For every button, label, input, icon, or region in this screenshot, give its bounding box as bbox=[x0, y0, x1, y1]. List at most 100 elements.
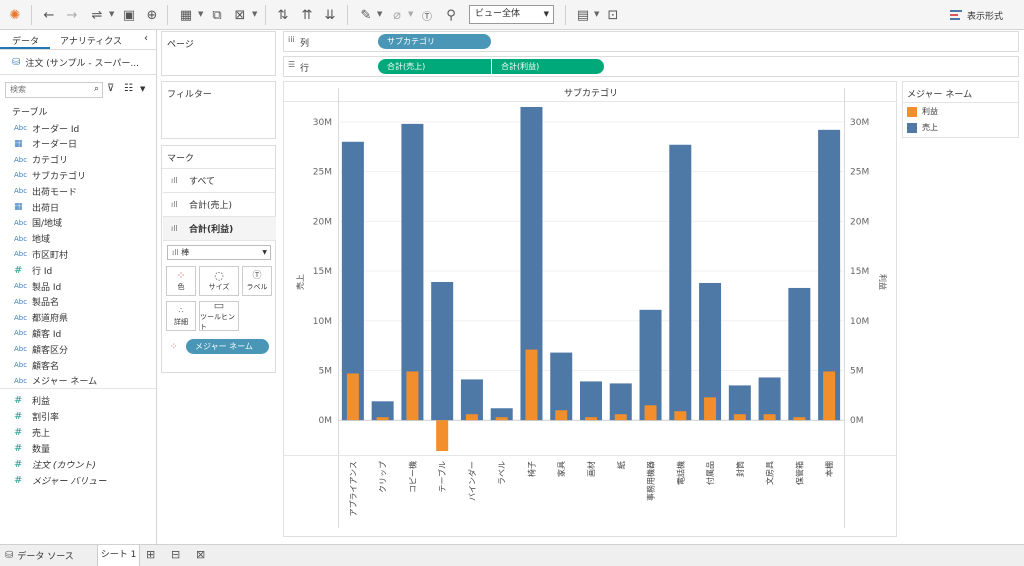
field-item[interactable]: Abc 顧客 Id bbox=[14, 325, 61, 341]
field-item[interactable]: Abc オーダー Id bbox=[14, 120, 79, 136]
legend-item-sales[interactable]: 売上 bbox=[907, 122, 938, 133]
bar-profit[interactable] bbox=[525, 349, 538, 421]
new-dashboard-icon[interactable]: ⊟ bbox=[171, 548, 181, 561]
bar-chart[interactable]: サブカテゴリ 0M 0M 5M 5M 10M 10M 15M 15M 20M 20M 25M 25M 30… bbox=[284, 82, 896, 536]
bar-profit[interactable] bbox=[376, 417, 389, 421]
undo-icon[interactable]: ← bbox=[43, 7, 55, 23]
chevron-down-icon[interactable]: ▼ bbox=[377, 10, 383, 18]
bar-profit[interactable] bbox=[704, 397, 717, 421]
bar-profit[interactable] bbox=[614, 414, 627, 421]
chart-area[interactable]: サブカテゴリ 0M 0M 5M 5M 10M 10M 15M 15M 20M 20M 25M 25M 30… bbox=[283, 81, 897, 537]
columns-shelf[interactable]: iii 列 サブカテゴリ bbox=[283, 31, 1019, 52]
redo-icon[interactable]: → bbox=[66, 7, 78, 23]
bar-sales[interactable] bbox=[520, 106, 543, 421]
field-item[interactable]: ▦ 出荷日 bbox=[14, 199, 59, 215]
marks-profit-row[interactable]: ıll 合計(利益) bbox=[163, 217, 276, 241]
bar-sales[interactable] bbox=[639, 309, 662, 421]
bar-sales[interactable] bbox=[758, 377, 781, 421]
sheet-tab[interactable]: シート 1 bbox=[97, 545, 140, 566]
size-button[interactable]: ◌ サイズ bbox=[199, 266, 239, 296]
replace-datasource-icon[interactable]: ⇌ bbox=[91, 7, 103, 23]
highlight-icon[interactable]: ✎ bbox=[360, 7, 372, 23]
chevron-down-icon[interactable]: ▼ bbox=[594, 10, 600, 18]
field-item[interactable]: Abc 製品 Id bbox=[14, 278, 61, 294]
color-measure-names-pill[interactable]: メジャー ネーム bbox=[186, 339, 269, 354]
pin-axes-icon[interactable]: ⚲ bbox=[446, 7, 456, 23]
bar-sales[interactable] bbox=[818, 129, 841, 421]
sort-descending-icon[interactable]: ⇊ bbox=[324, 7, 336, 23]
sort-ascending-icon[interactable]: ⇈ bbox=[301, 7, 313, 23]
bar-sales[interactable] bbox=[580, 381, 602, 421]
fit-view-select[interactable]: ビュー全体 ▼ bbox=[469, 5, 554, 24]
color-legend[interactable]: メジャー ネーム 利益 売上 bbox=[902, 81, 1019, 138]
bar-sales[interactable] bbox=[788, 287, 811, 421]
save-icon[interactable]: ▣ bbox=[122, 7, 136, 23]
bar-sales[interactable] bbox=[371, 401, 394, 421]
search-field[interactable]: ⌕ bbox=[5, 82, 103, 98]
field-item[interactable]: Abc サブカテゴリ bbox=[14, 167, 86, 183]
pages-card[interactable]: ページ bbox=[161, 31, 276, 76]
bar-sales[interactable] bbox=[341, 141, 364, 421]
tab-data[interactable]: データ bbox=[12, 37, 40, 47]
group-members-icon[interactable]: ⌀ bbox=[393, 7, 401, 23]
rows-shelf[interactable]: ☰ 行 合計(売上) 合計(利益) bbox=[283, 56, 1019, 77]
field-item[interactable]: # メジャー バリュー bbox=[14, 472, 106, 488]
search-input[interactable] bbox=[10, 83, 88, 96]
chevron-down-icon[interactable]: ▼ bbox=[198, 10, 204, 18]
bar-sales[interactable] bbox=[550, 352, 573, 421]
bar-sales[interactable] bbox=[609, 383, 632, 421]
field-item[interactable]: Abc 製品名 bbox=[14, 294, 59, 310]
tableau-logo-icon[interactable]: ✺ bbox=[9, 7, 21, 23]
bar-profit[interactable] bbox=[733, 414, 746, 421]
new-datasource-icon[interactable]: ⊕ bbox=[146, 7, 158, 23]
bar-profit[interactable] bbox=[465, 414, 478, 421]
bar-profit[interactable] bbox=[346, 373, 359, 421]
field-item[interactable]: # 数量 bbox=[14, 440, 50, 456]
chevron-down-icon[interactable]: ▼ bbox=[140, 85, 146, 93]
swap-axes-icon[interactable]: ⇅ bbox=[277, 7, 289, 23]
field-item[interactable]: Abc メジャー ネーム bbox=[14, 373, 97, 389]
bar-profit[interactable] bbox=[436, 420, 449, 452]
field-item[interactable]: Abc 出荷モード bbox=[14, 183, 77, 199]
bar-sales[interactable] bbox=[728, 385, 751, 421]
bar-profit[interactable] bbox=[585, 417, 597, 421]
field-item[interactable]: # 売上 bbox=[14, 424, 50, 440]
bar-profit[interactable] bbox=[793, 417, 806, 421]
color-button[interactable]: ⁘ 色 bbox=[166, 266, 196, 296]
mark-type-select[interactable]: ıll 棒 ▼ bbox=[167, 245, 271, 260]
new-story-icon[interactable]: ⊠ bbox=[196, 548, 206, 561]
bar-profit[interactable] bbox=[644, 405, 657, 421]
columns-subcategory-pill[interactable]: サブカテゴリ bbox=[378, 34, 491, 49]
detail-button[interactable]: ∴ 詳細 bbox=[166, 301, 196, 331]
field-item[interactable]: Abc 地域 bbox=[14, 231, 50, 247]
field-item[interactable]: Abc 市区町村 bbox=[14, 246, 68, 262]
field-item[interactable]: ▦ オーダー日 bbox=[14, 136, 77, 152]
rows-sales-pill[interactable]: 合計(売上) bbox=[378, 59, 491, 74]
tooltip-button[interactable]: ▭ ツールヒント bbox=[199, 300, 239, 331]
bar-profit[interactable] bbox=[495, 417, 508, 421]
field-item[interactable]: Abc 都道府県 bbox=[14, 310, 68, 326]
bar-sales[interactable] bbox=[431, 281, 454, 421]
show-cards-icon[interactable]: ▤ bbox=[576, 7, 590, 23]
legend-item-profit[interactable]: 利益 bbox=[907, 106, 938, 117]
bar-sales[interactable] bbox=[699, 282, 722, 421]
datasource-tab[interactable]: ⛁ データ ソース bbox=[0, 545, 96, 566]
marks-all-row[interactable]: ıll すべて bbox=[163, 169, 276, 193]
bar-sales[interactable] bbox=[401, 123, 424, 421]
bar-profit[interactable] bbox=[406, 371, 419, 421]
clear-sheet-icon[interactable]: ⊠ bbox=[234, 7, 246, 23]
field-item[interactable]: # 割引率 bbox=[14, 408, 59, 424]
field-item[interactable]: Abc 国/地域 bbox=[14, 215, 62, 231]
field-item[interactable]: Abc 顧客名 bbox=[14, 357, 59, 373]
bar-sales[interactable] bbox=[669, 144, 692, 421]
tab-analytics[interactable]: アナリティクス bbox=[60, 37, 123, 47]
bar-sales[interactable] bbox=[490, 408, 513, 421]
new-worksheet-icon[interactable]: ⊞ bbox=[146, 548, 156, 561]
show-me-button[interactable]: 表示形式 bbox=[950, 7, 1003, 23]
chevron-down-icon[interactable]: ▼ bbox=[408, 10, 414, 18]
show-labels-icon[interactable]: Ⓣ bbox=[422, 11, 432, 23]
field-item[interactable]: Abc 顧客区分 bbox=[14, 341, 68, 357]
field-item[interactable]: # 行 Id bbox=[14, 262, 52, 278]
field-item[interactable]: # 利益 bbox=[14, 392, 50, 408]
marks-sales-row[interactable]: ıll 合計(売上) bbox=[163, 193, 276, 217]
